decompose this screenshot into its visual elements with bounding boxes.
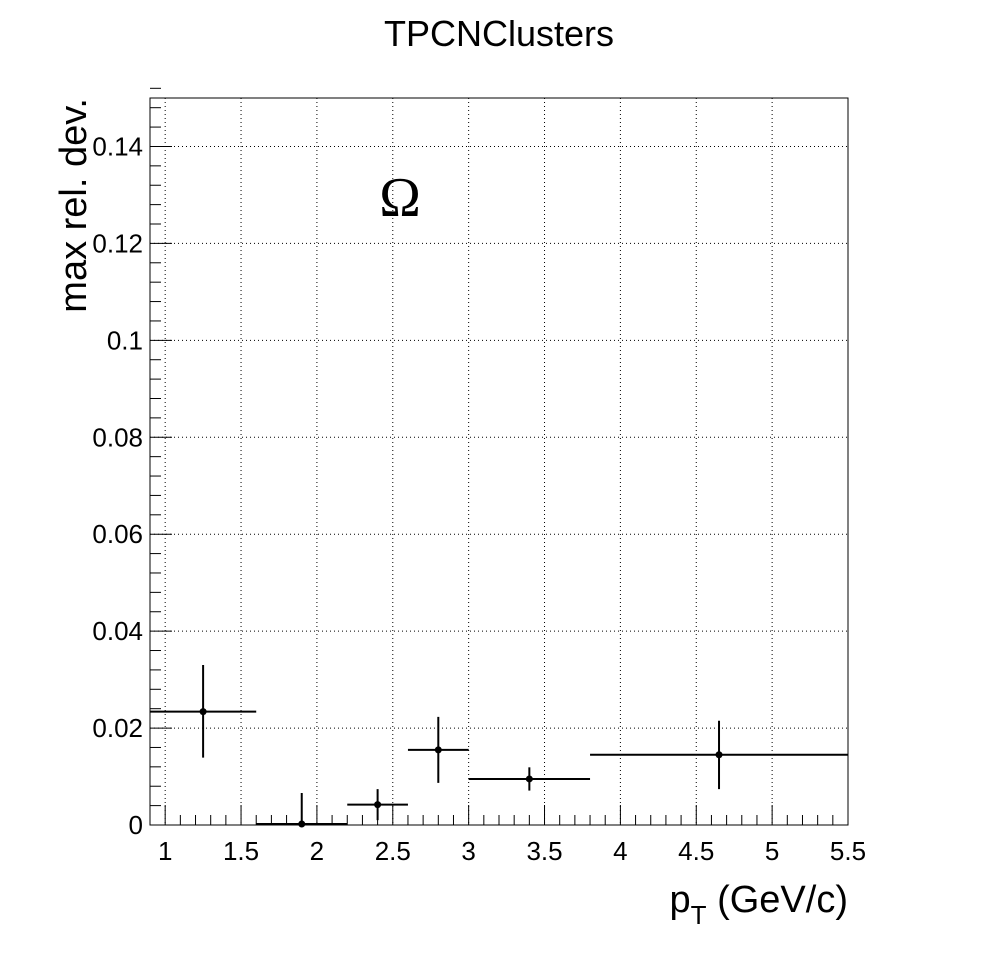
x-axis-title-rest: (GeV/c): [707, 879, 848, 921]
data-marker: [715, 751, 723, 759]
data-marker: [525, 775, 533, 783]
data-point: [347, 789, 408, 821]
x-axis-title-main: p: [670, 879, 691, 921]
x-tick-label: 2.5: [375, 836, 411, 866]
y-tick-label: 0.12: [92, 228, 143, 258]
y-tick-label: 0.08: [92, 422, 143, 452]
x-tick-label: 1: [158, 836, 172, 866]
y-tick-label: 0: [129, 810, 143, 840]
grid-lines: [150, 98, 848, 825]
data-marker: [199, 708, 207, 716]
y-tick-label: 0.04: [92, 616, 143, 646]
x-tick-label: 4.5: [678, 836, 714, 866]
x-tick-label: 5: [765, 836, 779, 866]
x-tick-label: 4: [613, 836, 627, 866]
x-tick-label: 5.5: [830, 836, 866, 866]
data-point: [256, 793, 348, 828]
data-marker: [374, 801, 382, 809]
chart-title: TPCNClusters: [384, 13, 614, 54]
data-point: [468, 767, 591, 791]
y-tick-label: 0.02: [92, 713, 143, 743]
y-tick-label: 0.14: [92, 131, 143, 161]
y-tick-label: 0.06: [92, 519, 143, 549]
data-point: [590, 720, 848, 790]
axis-ticks: [149, 87, 849, 826]
y-tick-label: 0.1: [107, 325, 143, 355]
x-tick-label: 3: [461, 836, 475, 866]
x-tick-label: 2: [310, 836, 324, 866]
data-point: [407, 716, 469, 783]
data-marker: [434, 746, 442, 754]
x-tick-labels: 1 1.5 2 2.5 3 3.5 4 4.5 5 5.5: [158, 836, 866, 866]
x-axis-title: pT (GeV/c): [670, 879, 849, 930]
data-marker: [298, 820, 306, 828]
particle-annotation: Ω: [379, 167, 421, 229]
plot-frame: [149, 97, 849, 826]
data-point: [150, 665, 257, 758]
y-tick-labels: 0 0.02 0.04 0.06 0.08 0.1 0.12 0.14: [92, 131, 143, 840]
x-tick-label: 3.5: [526, 836, 562, 866]
data-series: [150, 665, 848, 828]
x-tick-label: 1.5: [223, 836, 259, 866]
y-axis-title: max rel. dev.: [53, 98, 95, 313]
x-axis-title-subscript: T: [691, 900, 707, 930]
